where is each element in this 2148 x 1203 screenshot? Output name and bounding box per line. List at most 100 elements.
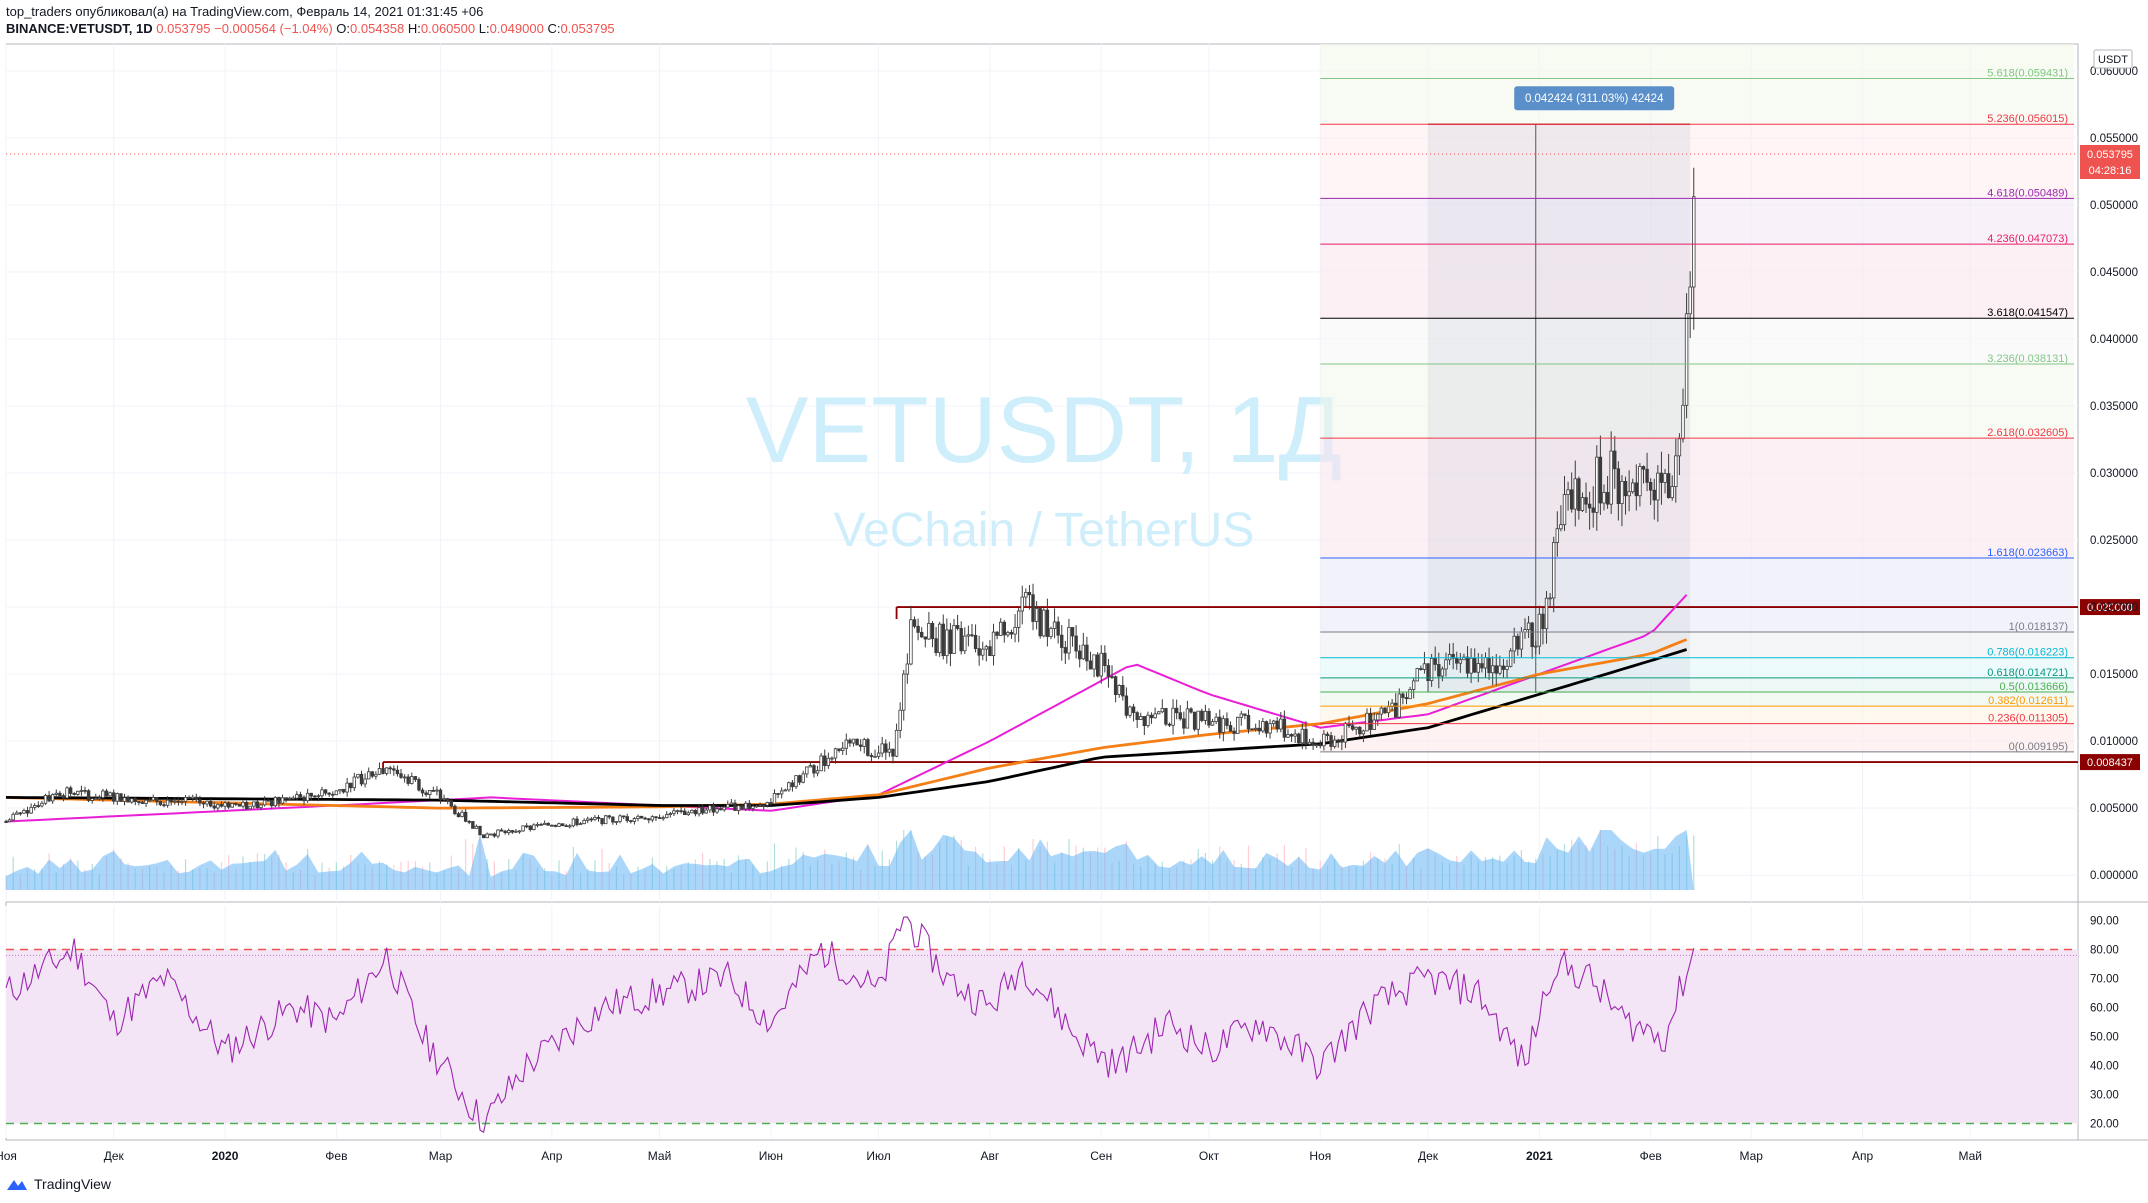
candle-body xyxy=(438,789,443,800)
candle-body xyxy=(1020,596,1024,612)
candle-body xyxy=(657,817,662,819)
candle-body xyxy=(927,622,931,640)
candle-body xyxy=(625,816,629,822)
candle-body xyxy=(618,815,622,822)
candle-body xyxy=(1271,720,1276,725)
rsi-tick-label: 20.00 xyxy=(2090,1119,2119,1131)
candle-body xyxy=(1386,706,1391,714)
candle-body xyxy=(291,797,295,800)
candle-body xyxy=(137,801,141,803)
candle-body xyxy=(1580,497,1585,511)
candle-body xyxy=(68,787,73,794)
y-tick-label: 0.025000 xyxy=(2090,535,2138,547)
candle-body xyxy=(1139,716,1143,720)
candle-body xyxy=(668,813,673,815)
candle-body xyxy=(1394,702,1398,718)
candle-body xyxy=(532,824,536,830)
candle-body xyxy=(751,805,755,809)
candle-body xyxy=(273,796,278,807)
candle-body xyxy=(550,824,554,827)
candle-body xyxy=(72,793,76,795)
candle-body xyxy=(1002,621,1006,636)
candle-body xyxy=(1541,613,1545,630)
candle-body xyxy=(1692,196,1696,288)
time-axis[interactable]: Ноя Дек 2020 Фев Мар Апр Май Июн Июл Авг Сен Окт Ноя… xyxy=(0,1149,1982,1163)
candle-body xyxy=(524,825,529,828)
candle-body xyxy=(345,782,349,793)
candle-body xyxy=(539,823,543,826)
candle-body xyxy=(1099,652,1103,677)
price-axis[interactable]: 0.060000 0.055000 0.050000 0.045000 0.040000… xyxy=(2080,49,2140,882)
x-tick-label: Фев xyxy=(1640,1149,1662,1163)
candle-body xyxy=(417,779,421,791)
candle-body xyxy=(320,789,324,797)
fib-label: 5.618(0.059431) xyxy=(1987,67,2068,79)
candle-body xyxy=(636,815,640,819)
candle-body xyxy=(589,818,594,821)
candle-body xyxy=(507,830,511,834)
candle-body xyxy=(528,825,532,830)
candle-body xyxy=(1024,592,1028,598)
candle-body xyxy=(593,816,597,820)
candle-body xyxy=(1526,622,1531,631)
candle-body xyxy=(643,817,647,820)
candle-body xyxy=(115,793,120,802)
candle-body xyxy=(413,776,418,780)
candle-body xyxy=(1350,725,1355,730)
low-label: L: xyxy=(478,21,490,36)
candle-body xyxy=(1286,734,1290,738)
candle-body xyxy=(316,795,321,798)
y-tick-label: 0.000000 xyxy=(2090,870,2138,882)
candle-body xyxy=(1315,744,1319,747)
candle-body xyxy=(801,773,805,783)
candle-body xyxy=(492,833,497,837)
measure-tool[interactable]: 0.042424 (311.03%) 42424 xyxy=(1428,86,1691,693)
candle-body xyxy=(568,825,572,828)
fib-levels[interactable]: 0(0.009195) 0.236(0.011305) 0.382(0.012611… xyxy=(1320,67,2074,753)
candle-body xyxy=(1638,466,1642,497)
candle-body xyxy=(722,806,726,811)
fib-label: 0.618(0.014721) xyxy=(1987,667,2068,679)
candle-body xyxy=(1067,627,1071,654)
candle-body xyxy=(410,776,414,784)
candle-body xyxy=(341,789,346,793)
candle-body xyxy=(690,809,694,814)
candle-body xyxy=(40,802,44,807)
candle-body xyxy=(1577,478,1581,511)
candle-body xyxy=(1487,657,1491,674)
x-tick-label: Мар xyxy=(429,1149,453,1163)
candle-body xyxy=(794,775,798,788)
horizontal-levels[interactable]: 0.020000 0.008437 xyxy=(6,153,2140,775)
close-label: C: xyxy=(547,21,561,36)
candle-body xyxy=(474,825,479,829)
candle-body xyxy=(449,800,453,807)
candle-body xyxy=(833,748,838,759)
candle-body xyxy=(769,802,773,805)
candle-body xyxy=(420,789,425,794)
candle-body xyxy=(1408,689,1412,700)
symbol-label: BINANCE:VETUSDT, 1D xyxy=(6,21,153,36)
candle-body xyxy=(248,805,252,810)
x-tick-label: Ноя xyxy=(1309,1149,1331,1163)
candle-body xyxy=(1587,503,1592,509)
candle-body xyxy=(1318,744,1323,747)
candle-body xyxy=(1092,654,1096,670)
x-tick-label: Мар xyxy=(1739,1149,1763,1163)
candle-body xyxy=(571,818,576,827)
measure-label: 0.042424 (311.03%) 42424 xyxy=(1525,93,1664,105)
rsi-tick-label: 60.00 xyxy=(2090,1003,2119,1015)
candle-body xyxy=(43,795,48,804)
candle-body xyxy=(937,623,942,654)
fib-zone xyxy=(1320,691,2074,707)
candle-body xyxy=(1688,286,1692,315)
candle-body xyxy=(460,811,464,818)
y-tick-label: 0.040000 xyxy=(2090,334,2138,346)
y-tick-label: 0.030000 xyxy=(2090,468,2138,480)
candle-body xyxy=(1501,665,1506,670)
candle-body xyxy=(1534,645,1538,648)
candle-body xyxy=(1042,609,1046,637)
candle-body xyxy=(241,801,245,807)
candle-body xyxy=(1480,663,1484,669)
candle-body xyxy=(1609,450,1613,505)
